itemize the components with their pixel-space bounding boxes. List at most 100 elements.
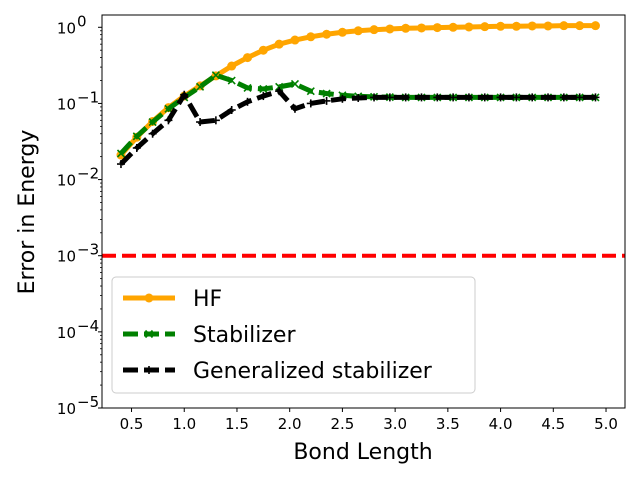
data-point-stabilizer bbox=[243, 83, 252, 92]
data-point-stabilizer bbox=[148, 117, 157, 127]
legend-marker-generalized-stabilizer bbox=[145, 366, 153, 374]
data-point-generalized-stabilizer bbox=[148, 129, 157, 138]
x-tick-label: 2.5 bbox=[330, 415, 354, 433]
data-point-generalized-stabilizer bbox=[164, 116, 173, 125]
legend-label-generalized-stabilizer: Generalized stabilizer bbox=[193, 359, 433, 384]
data-point-hf bbox=[590, 21, 600, 31]
data-point-hf bbox=[401, 23, 411, 33]
data-point-generalized-stabilizer bbox=[306, 99, 315, 108]
x-axis-label: Bond Length bbox=[293, 440, 432, 465]
data-point-hf bbox=[527, 21, 537, 31]
y-tick-exponent: −5 bbox=[77, 393, 99, 411]
data-point-generalized-stabilizer bbox=[243, 97, 252, 106]
y-tick-label: 10 bbox=[57, 19, 76, 37]
data-point-hf bbox=[353, 26, 363, 36]
data-point-stabilizer bbox=[227, 76, 236, 85]
x-tick-label: 2.0 bbox=[278, 415, 302, 433]
data-point-hf bbox=[274, 39, 284, 49]
data-point-generalized-stabilizer bbox=[370, 93, 379, 102]
data-point-stabilizer bbox=[116, 149, 126, 158]
data-point-generalized-stabilizer bbox=[433, 93, 442, 102]
data-point-generalized-stabilizer bbox=[259, 92, 268, 101]
data-point-generalized-stabilizer bbox=[180, 90, 189, 99]
legend-label-stabilizer: Stabilizer bbox=[193, 323, 296, 348]
data-point-generalized-stabilizer bbox=[496, 93, 505, 102]
x-tick-label: 3.0 bbox=[383, 415, 407, 433]
legend-entries bbox=[123, 293, 175, 374]
data-point-stabilizer bbox=[211, 71, 220, 80]
data-point-generalized-stabilizer bbox=[211, 116, 220, 125]
data-point-generalized-stabilizer bbox=[528, 93, 537, 102]
x-tick-label: 1.5 bbox=[225, 415, 249, 433]
data-point-stabilizer bbox=[195, 82, 205, 91]
data-point-generalized-stabilizer bbox=[338, 94, 347, 103]
data-point-generalized-stabilizer bbox=[322, 96, 331, 105]
data-point-generalized-stabilizer bbox=[591, 93, 600, 102]
data-point-hf bbox=[337, 27, 347, 37]
data-point-hf bbox=[258, 45, 268, 55]
data-point-generalized-stabilizer bbox=[559, 93, 568, 102]
y-tick-label: 10 bbox=[57, 248, 76, 266]
x-tick-label: 5.0 bbox=[594, 415, 618, 433]
y-tick-label: 10 bbox=[57, 172, 76, 190]
data-point-stabilizer bbox=[259, 84, 268, 94]
x-tick-label: 4.0 bbox=[489, 415, 513, 433]
axis-layer: 0.5 1.0 1.5 2.0 2.5 3.0 3.5 4.0 4.5 5.010 010 −110−… bbox=[57, 12, 618, 433]
y-tick-label: 10 bbox=[57, 95, 76, 113]
data-point-generalized-stabilizer bbox=[275, 87, 284, 96]
series-generalized-stabilizer bbox=[116, 87, 600, 169]
plot-frame bbox=[101, 14, 626, 409]
data-point-stabilizer bbox=[290, 79, 300, 89]
data-point-generalized-stabilizer bbox=[401, 93, 410, 102]
y-tick-exponent: −3 bbox=[77, 241, 99, 259]
x-tick-label: 0.5 bbox=[120, 415, 144, 433]
legend-marker-stabilizer bbox=[144, 329, 154, 339]
x-tick-label: 4.5 bbox=[541, 415, 565, 433]
data-point-generalized-stabilizer bbox=[417, 93, 426, 102]
data-point-hf bbox=[416, 23, 426, 33]
data-point-generalized-stabilizer bbox=[575, 93, 584, 102]
x-tick-label: 3.5 bbox=[436, 415, 460, 433]
data-point-generalized-stabilizer bbox=[385, 93, 394, 102]
data-point-hf bbox=[575, 21, 585, 31]
data-point-generalized-stabilizer bbox=[116, 160, 125, 169]
data-point-hf bbox=[496, 21, 506, 31]
data-point-stabilizer bbox=[322, 89, 331, 98]
y-tick-exponent: −1 bbox=[77, 88, 99, 106]
data-point-generalized-stabilizer bbox=[449, 93, 458, 102]
data-point-hf bbox=[290, 35, 300, 45]
data-point-generalized-stabilizer bbox=[196, 118, 205, 127]
series-layer bbox=[116, 21, 600, 169]
data-point-generalized-stabilizer bbox=[132, 143, 141, 152]
data-point-hf bbox=[369, 25, 379, 35]
data-point-hf bbox=[559, 21, 569, 31]
data-point-generalized-stabilizer bbox=[290, 104, 299, 113]
data-point-stabilizer bbox=[164, 104, 173, 113]
data-point-stabilizer bbox=[132, 132, 141, 141]
data-point-hf bbox=[306, 32, 316, 42]
data-point-hf bbox=[243, 53, 253, 63]
data-point-generalized-stabilizer bbox=[544, 93, 553, 102]
x-tick-label: 1.0 bbox=[172, 415, 196, 433]
data-point-generalized-stabilizer bbox=[512, 93, 521, 102]
y-tick-exponent: 0 bbox=[77, 12, 87, 30]
data-point-hf bbox=[448, 22, 458, 32]
data-point-hf bbox=[543, 21, 553, 31]
data-point-hf bbox=[464, 22, 474, 32]
y-tick-exponent: −2 bbox=[77, 165, 99, 183]
data-point-generalized-stabilizer bbox=[464, 93, 473, 102]
data-point-hf bbox=[227, 61, 237, 71]
y-tick-exponent: −4 bbox=[77, 317, 99, 335]
legend-label-hf: HF bbox=[193, 287, 222, 312]
data-point-hf bbox=[480, 22, 490, 32]
y-tick-label: 10 bbox=[57, 324, 76, 342]
data-point-hf bbox=[432, 23, 442, 33]
data-point-hf bbox=[511, 21, 521, 31]
y-axis-label: Error in Energy bbox=[15, 130, 40, 295]
data-point-hf bbox=[385, 24, 395, 34]
data-point-generalized-stabilizer bbox=[354, 93, 363, 102]
data-point-stabilizer bbox=[275, 82, 284, 91]
data-point-hf bbox=[322, 29, 332, 39]
legend-marker-hf bbox=[144, 293, 154, 303]
